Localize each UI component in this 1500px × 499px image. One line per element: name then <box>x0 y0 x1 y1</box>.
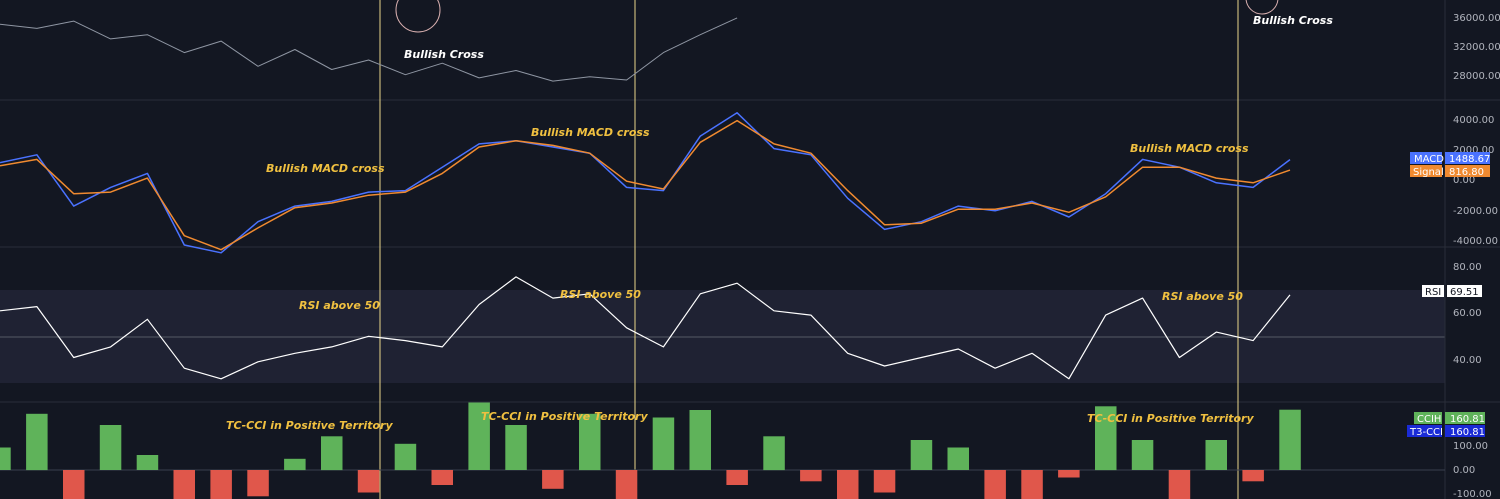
macd-value-tag: MACD 1488.67 <box>1410 152 1490 165</box>
cci-bar <box>947 447 969 470</box>
cci-bar <box>431 470 453 485</box>
cci-annotation-2: TC-CCI in Positive Territory <box>481 410 648 423</box>
price-tick-32000: 32000.00 <box>1453 42 1500 53</box>
rsi-tick-40: 40.00 <box>1453 355 1482 366</box>
cci-bar <box>910 440 933 470</box>
rsi-annotation-2: RSI above 50 <box>560 288 641 301</box>
cci-bar <box>63 470 85 499</box>
rsi-annotation-3: RSI above 50 <box>1162 290 1243 303</box>
rsi-value-tag: RSI 69.51 <box>1422 285 1482 298</box>
cci-bar <box>579 413 601 471</box>
cci-bar <box>1279 409 1301 470</box>
svg-text:T3-CCI: T3-CCI <box>1409 427 1443 438</box>
macd-annotation-1: Bullish MACD cross <box>266 162 385 175</box>
cci-bar <box>247 470 269 497</box>
cci-bar <box>763 436 785 471</box>
cci-bar <box>0 447 11 470</box>
cci-bar <box>321 436 343 471</box>
rsi-layer <box>0 276 1291 380</box>
t3-cci-value-tag: T3-CCI 160.81 <box>1407 425 1485 438</box>
cci-bar <box>173 470 195 499</box>
svg-text:160.81: 160.81 <box>1450 414 1485 425</box>
svg-text:Signal: Signal <box>1413 167 1444 178</box>
macd-tick-0: 0.00 <box>1453 175 1475 186</box>
svg-text:160.81: 160.81 <box>1450 427 1485 438</box>
svg-text:RSI: RSI <box>1425 287 1441 298</box>
svg-text:69.51: 69.51 <box>1450 287 1479 298</box>
cci-bar <box>726 470 748 485</box>
rsi-tick-60: 60.00 <box>1453 308 1482 319</box>
macd-annotation-2: Bullish MACD cross <box>531 126 650 139</box>
macd-tick-neg4000: -4000.00 <box>1453 236 1498 247</box>
cci-bar <box>136 455 159 470</box>
svg-text:CCIH: CCIH <box>1417 414 1441 425</box>
price-tick-36000: 36000.00 <box>1453 13 1500 24</box>
macd-tick-2000: 2000.00 <box>1453 145 1494 156</box>
cci-bar <box>984 470 1006 499</box>
cci-bar <box>99 425 122 470</box>
cci-bar <box>1021 470 1043 499</box>
signal-line <box>0 119 1291 251</box>
macd-annotation-3: Bullish MACD cross <box>1130 142 1249 155</box>
signal-value-tag: Signal 816.80 <box>1410 165 1490 178</box>
cci-bar <box>1095 406 1117 471</box>
svg-text:1488.67: 1488.67 <box>1449 154 1490 165</box>
macd-tick-4000: 4000.00 <box>1453 115 1494 126</box>
macd-line <box>0 112 1291 254</box>
price-annotation-2: Bullish Cross <box>1253 14 1333 27</box>
cci-bar <box>357 470 380 493</box>
cci-layer <box>0 402 1301 499</box>
price-line <box>0 17 738 82</box>
cross-highlight-circle-2 <box>1245 0 1279 15</box>
cci-bar <box>505 425 527 470</box>
cci-bar <box>468 402 490 470</box>
price-tick-28000: 28000.00 <box>1453 71 1500 82</box>
cci-annotation-1: TC-CCI in Positive Territory <box>226 419 393 432</box>
cci-bar <box>1242 470 1264 482</box>
cci-bar <box>394 443 417 471</box>
cci-tick-neg100: -100.00 <box>1453 489 1492 499</box>
cci-bar <box>1168 470 1191 499</box>
cci-bar <box>542 470 564 489</box>
svg-text:MACD: MACD <box>1414 154 1444 165</box>
ccih-value-tag: CCIH 160.81 <box>1414 412 1485 425</box>
cci-annotation-3: TC-CCI in Positive Territory <box>1087 412 1254 425</box>
cci-bar <box>1058 470 1080 478</box>
cci-bar <box>26 413 48 471</box>
cci-bar <box>1205 440 1227 470</box>
cross-highlight-circle-1 <box>395 0 441 33</box>
price-annotation-1: Bullish Cross <box>404 48 484 61</box>
cci-tick-0: 0.00 <box>1453 465 1475 476</box>
cci-tick-100: 100.00 <box>1453 441 1488 452</box>
cci-bar <box>652 417 675 470</box>
cci-bar <box>284 458 306 471</box>
price-layer <box>0 17 738 82</box>
macd-layer <box>0 112 1291 254</box>
cci-bar <box>615 470 638 499</box>
cci-bar <box>873 470 896 493</box>
cci-bar <box>689 410 711 470</box>
rsi-tick-80: 80.00 <box>1453 262 1482 273</box>
cci-bar <box>1131 440 1154 470</box>
cci-bar <box>837 470 859 499</box>
macd-tick-neg2000: -2000.00 <box>1453 206 1498 217</box>
rsi-annotation-1: RSI above 50 <box>299 299 380 312</box>
cci-bar <box>800 470 822 482</box>
svg-text:816.80: 816.80 <box>1449 167 1484 178</box>
rsi-line <box>0 276 1291 380</box>
cci-bar <box>210 470 232 499</box>
